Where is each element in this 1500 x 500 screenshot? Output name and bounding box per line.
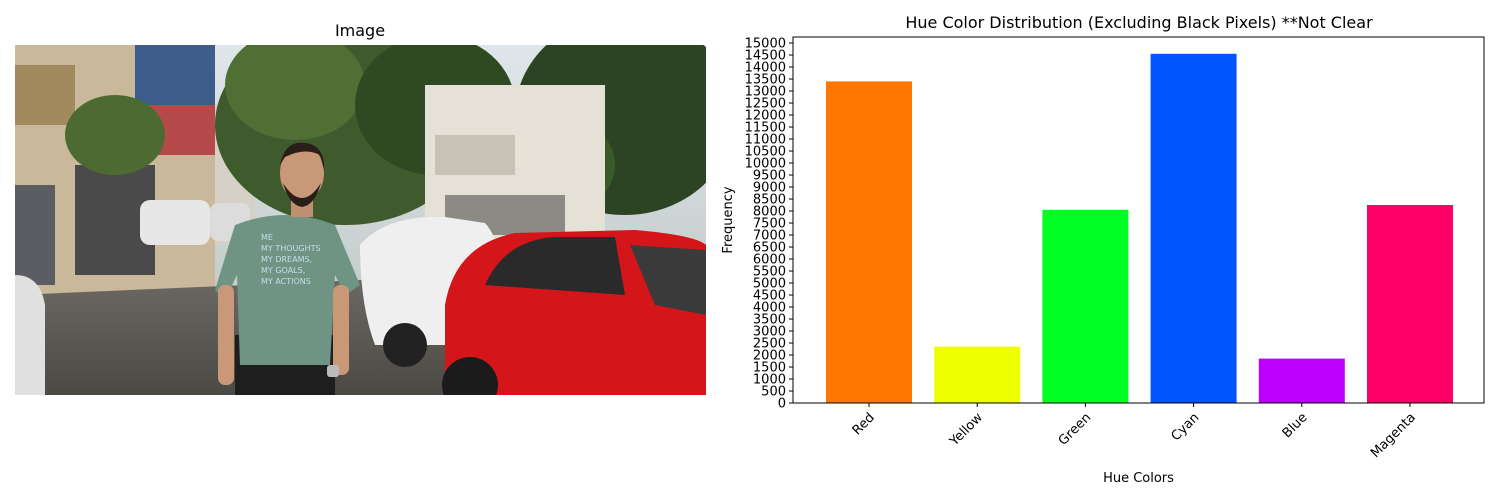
- y-axis-ticks: 0500100015002000250030003500400045005000…: [745, 37, 793, 412]
- y-tick-label: 1000: [753, 373, 786, 388]
- y-tick-label: 1500: [753, 361, 786, 376]
- y-tick-label: 9500: [753, 169, 786, 184]
- svg-text:MY GOALS,: MY GOALS,: [261, 266, 305, 275]
- y-tick-label: 8000: [753, 205, 786, 220]
- shirt-text: ME MY THOUGHTS MY DREAMS, MY GOALS, MY A…: [261, 233, 321, 286]
- y-tick-label: 15000: [745, 37, 786, 52]
- y-tick-label: 4500: [753, 289, 786, 304]
- image-panel-title: Image: [334, 21, 386, 40]
- y-tick-label: 12500: [745, 97, 786, 112]
- bar-cyan: [1150, 53, 1237, 404]
- y-tick-label: 7500: [753, 217, 786, 232]
- y-tick-label: 11500: [745, 121, 786, 136]
- y-tick-label: 8500: [753, 193, 786, 208]
- plot-frame: [792, 36, 1485, 404]
- y-tick-label: 0: [778, 397, 786, 412]
- y-tick-label: 2000: [753, 349, 786, 364]
- x-tick-label: Yellow: [946, 410, 986, 450]
- bar-red: [826, 81, 912, 404]
- x-tick-label: Cyan: [1168, 410, 1202, 444]
- y-tick-label: 6000: [753, 253, 786, 268]
- y-tick-label: 10500: [745, 145, 786, 160]
- x-axis-ticks: Red Yellow Green Cyan Blue Magenta: [850, 403, 1419, 461]
- y-tick-label: 13000: [745, 85, 786, 100]
- bar-magenta: [1367, 205, 1453, 403]
- svg-text:MY ACTIONS: MY ACTIONS: [261, 277, 311, 286]
- bars: [826, 53, 1453, 404]
- bar-green: [1042, 209, 1129, 403]
- svg-text:ME: ME: [261, 233, 273, 242]
- bar-blue: [1258, 358, 1345, 403]
- svg-text:MY DREAMS,: MY DREAMS,: [261, 255, 312, 264]
- y-tick-label: 13500: [745, 73, 786, 88]
- y-tick-label: 6500: [753, 241, 786, 256]
- y-tick-label: 5000: [753, 277, 786, 292]
- y-tick-label: 2500: [753, 337, 786, 352]
- svg-text:MY THOUGHTS: MY THOUGHTS: [261, 244, 321, 253]
- bar-yellow: [934, 346, 1021, 403]
- y-tick-label: 9000: [753, 181, 786, 196]
- y-tick-label: 11000: [745, 133, 786, 148]
- x-tick-label: Blue: [1280, 410, 1311, 441]
- y-tick-label: 3000: [753, 325, 786, 340]
- street-photo: ME MY THOUGHTS MY DREAMS, MY GOALS, MY A…: [15, 45, 706, 395]
- x-tick-label: Magenta: [1368, 410, 1419, 461]
- chart-title: Hue Color Distribution (Excluding Black …: [905, 13, 1373, 32]
- x-axis-label: Hue Colors: [1103, 471, 1174, 486]
- y-tick-label: 12000: [745, 109, 786, 124]
- y-tick-label: 7000: [753, 229, 786, 244]
- y-axis-label: Frequency: [721, 186, 736, 253]
- y-tick-label: 14000: [745, 61, 786, 76]
- x-tick-label: Green: [1056, 410, 1094, 448]
- x-tick-label: Red: [850, 410, 878, 438]
- y-tick-label: 5500: [753, 265, 786, 280]
- y-tick-label: 14500: [745, 49, 786, 64]
- y-tick-label: 3500: [753, 313, 786, 328]
- y-tick-label: 500: [761, 385, 786, 400]
- y-tick-label: 4000: [753, 301, 786, 316]
- y-tick-label: 10000: [745, 157, 786, 172]
